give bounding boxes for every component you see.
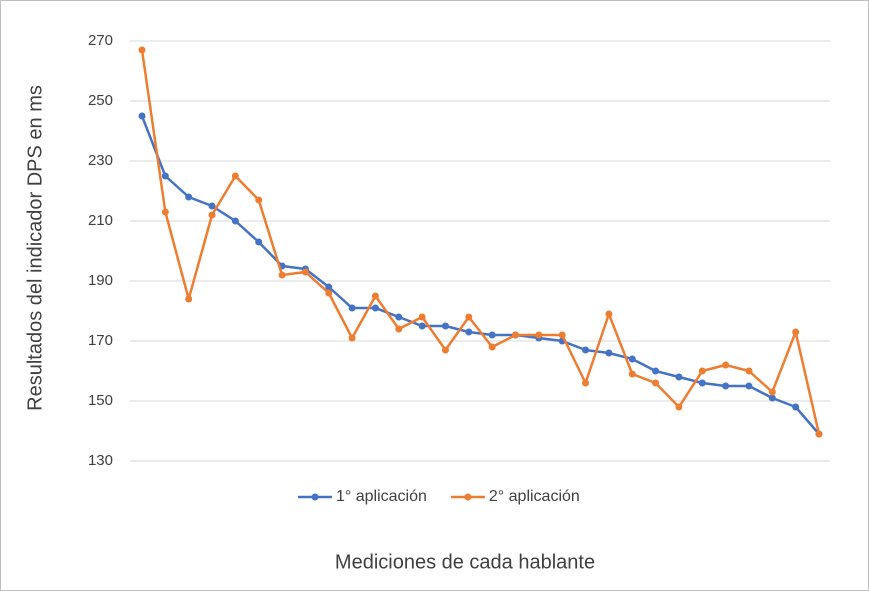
data-point (208, 211, 216, 219)
x-axis-title: Mediciones de cada hablante (335, 551, 595, 573)
data-point (465, 313, 473, 321)
data-point (395, 313, 403, 321)
y-axis-title: Resultados del indicador DPS en ms (24, 85, 46, 411)
data-point (255, 238, 263, 246)
data-point (488, 331, 496, 339)
legend-label: 2° aplicación (489, 488, 580, 505)
data-point (745, 367, 753, 375)
data-point (208, 202, 216, 210)
data-point (138, 112, 146, 120)
data-point (371, 292, 379, 300)
data-point (325, 283, 333, 291)
data-point (465, 328, 473, 336)
legend-label: 1° aplicación (336, 488, 427, 505)
data-point (441, 346, 449, 354)
data-point (768, 388, 776, 396)
data-point (138, 46, 146, 54)
data-point (675, 373, 683, 381)
y-tick-label: 210 (88, 212, 113, 229)
data-point (815, 430, 823, 438)
data-point (605, 349, 613, 357)
data-point (768, 394, 776, 402)
data-point (628, 355, 636, 363)
data-point (161, 172, 169, 180)
data-point (675, 403, 683, 411)
data-point (185, 193, 193, 201)
data-point (255, 196, 263, 204)
y-tick-label: 190 (88, 272, 113, 289)
data-point (418, 313, 426, 321)
data-point (185, 295, 193, 303)
data-point (512, 331, 520, 339)
data-point (628, 370, 636, 378)
data-point (582, 346, 590, 354)
series-line (140, 49, 821, 435)
data-point (745, 382, 753, 390)
data-point (348, 334, 356, 342)
data-point (792, 403, 800, 411)
y-tick-label: 270 (88, 32, 113, 49)
data-point (301, 268, 309, 276)
data-point (395, 325, 403, 333)
y-tick-label: 150 (88, 392, 113, 409)
data-point (231, 172, 239, 180)
data-point (582, 379, 590, 387)
data-point (698, 379, 706, 387)
data-point (722, 382, 730, 390)
legend-marker (311, 493, 319, 501)
data-point (348, 304, 356, 312)
data-point (722, 361, 730, 369)
data-point (558, 331, 566, 339)
data-point (652, 367, 660, 375)
y-tick-label: 130 (88, 452, 113, 469)
data-point (371, 304, 379, 312)
data-point (418, 322, 426, 330)
data-point (698, 367, 706, 375)
y-tick-label: 170 (88, 332, 113, 349)
data-point (535, 331, 543, 339)
legend-marker (464, 493, 472, 501)
data-point (652, 379, 660, 387)
data-point (792, 328, 800, 336)
data-point (325, 289, 333, 297)
y-tick-label: 230 (88, 152, 113, 169)
data-point (161, 208, 169, 216)
data-point (488, 343, 496, 351)
data-point (278, 271, 286, 279)
y-tick-label: 250 (88, 92, 113, 109)
data-point (441, 322, 449, 330)
data-point (605, 310, 613, 318)
data-point (231, 217, 239, 225)
